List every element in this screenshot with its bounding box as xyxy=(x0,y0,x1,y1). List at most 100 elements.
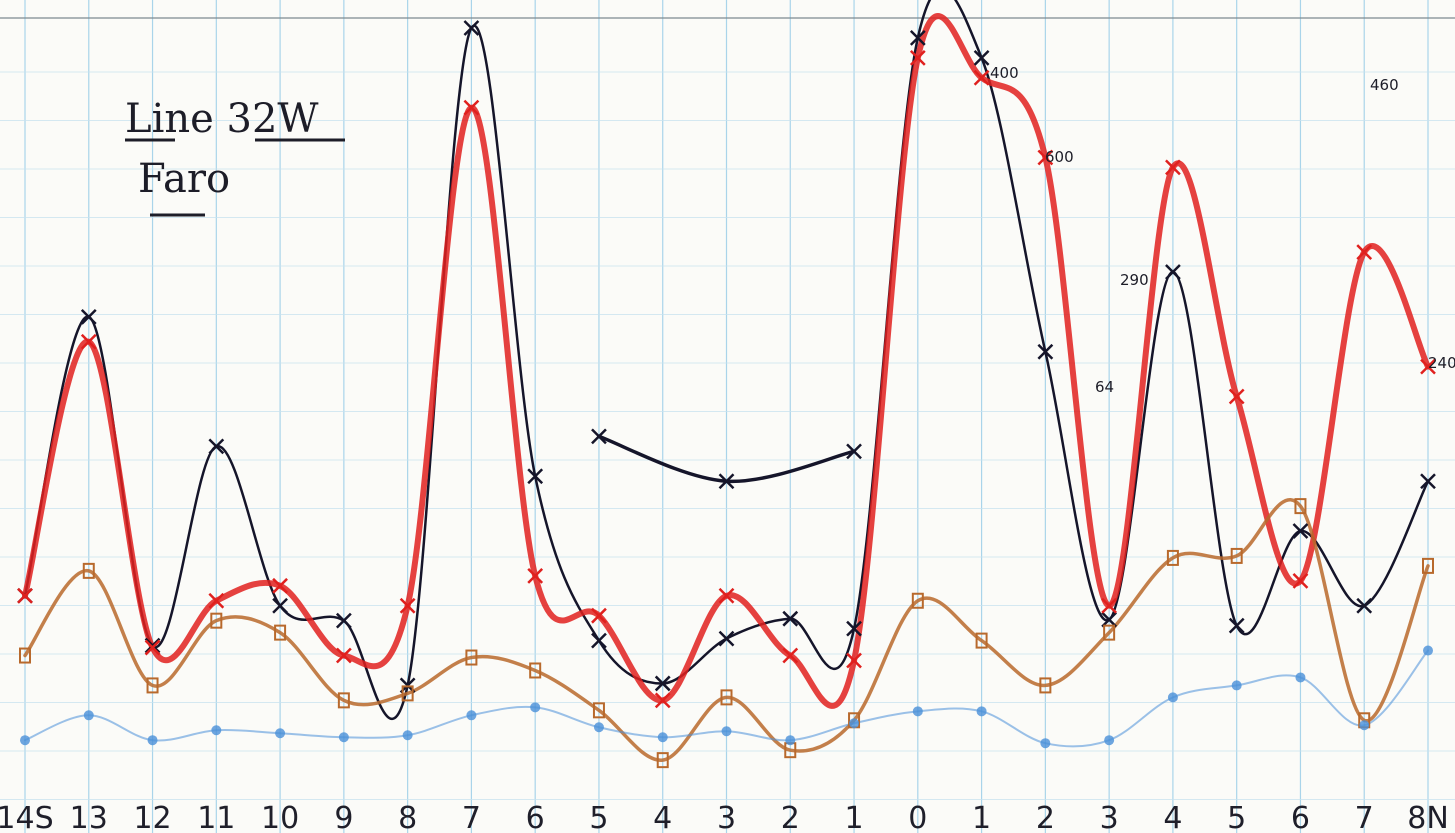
data-point-red xyxy=(208,592,225,609)
data-point-blue xyxy=(1423,645,1433,656)
data-point-black-upper xyxy=(591,428,607,445)
data-point-blue xyxy=(1359,720,1370,731)
data-point-brown xyxy=(1039,677,1052,694)
data-point-brown xyxy=(465,649,478,666)
series-line-blue xyxy=(24,649,1429,748)
data-point-red xyxy=(909,49,926,66)
data-point-blue xyxy=(1231,680,1242,691)
x-tick-label: 6 xyxy=(526,801,545,833)
x-tick-label: 11 xyxy=(197,801,235,833)
data-point-brown xyxy=(146,677,159,694)
data-point-blue xyxy=(849,718,860,729)
data-point-black xyxy=(144,637,161,654)
data-point-black-upper xyxy=(846,443,862,460)
data-point-black xyxy=(782,610,799,627)
data-point-blue xyxy=(1040,738,1051,749)
data-point-red xyxy=(272,577,288,594)
data-point-brown xyxy=(1422,557,1434,574)
data-point-red xyxy=(80,333,97,350)
x-tick-label: 7 xyxy=(462,801,481,833)
x-tick-label: 5 xyxy=(1227,801,1246,833)
x-tick-label: 14S xyxy=(0,801,54,833)
data-point-black xyxy=(909,30,926,46)
x-tick-label: 2 xyxy=(781,801,800,833)
x-tick-label: 7 xyxy=(1355,801,1374,833)
data-point-brown xyxy=(210,612,223,629)
data-point-black xyxy=(272,597,288,614)
data-point-blue xyxy=(976,706,987,717)
data-point-black xyxy=(591,632,607,649)
data-point-blue xyxy=(147,735,158,746)
data-point-black xyxy=(973,49,990,66)
data-point-brown xyxy=(274,624,287,641)
data-point-black xyxy=(335,612,352,629)
data-point-blue xyxy=(1167,692,1178,703)
data-point-blue xyxy=(1104,735,1115,746)
data-point-blue xyxy=(402,730,413,741)
data-point-blue xyxy=(785,735,796,746)
data-point-red xyxy=(1037,149,1054,166)
x-tick-label: 10 xyxy=(261,801,299,833)
data-point-red xyxy=(1356,244,1373,260)
data-point-blue xyxy=(20,735,30,746)
data-point-blue xyxy=(721,726,732,737)
data-point-brown xyxy=(529,662,542,679)
data-point-brown xyxy=(1166,549,1179,566)
x-tick-label: 5 xyxy=(589,801,608,833)
data-point-red xyxy=(463,99,480,116)
annotation-label: 400 xyxy=(990,64,1019,82)
x-tick-label: 1 xyxy=(844,801,863,833)
data-point-red xyxy=(1228,388,1245,405)
data-point-blue xyxy=(338,732,349,743)
data-point-blue xyxy=(657,732,668,743)
annotation-label: 600 xyxy=(1045,148,1074,166)
data-point-red xyxy=(591,607,607,624)
data-point-red xyxy=(17,587,33,604)
data-point-black xyxy=(1101,611,1118,628)
x-tick-label: 13 xyxy=(70,801,108,833)
data-point-brown xyxy=(656,752,669,769)
data-point-red xyxy=(782,647,799,664)
data-point-blue xyxy=(593,722,604,733)
data-point-red xyxy=(1420,358,1436,375)
x-tick-label: 4 xyxy=(1163,801,1182,833)
data-point-black xyxy=(654,675,671,692)
chart-title: Line 32W xyxy=(125,96,319,142)
data-point-black-upper xyxy=(718,473,735,490)
x-tick-label: 8N xyxy=(1407,801,1449,833)
annotation-label: 240 xyxy=(1428,354,1455,372)
series-line-brown xyxy=(23,498,1430,762)
data-point-black xyxy=(80,308,97,325)
data-point-brown xyxy=(975,632,988,649)
data-point-black xyxy=(527,468,544,485)
annotation-label: 64 xyxy=(1095,378,1114,396)
data-point-black xyxy=(1356,597,1373,614)
data-point-black xyxy=(208,438,225,455)
data-point-blue xyxy=(466,710,477,721)
data-point-red xyxy=(973,69,990,86)
data-point-brown xyxy=(19,647,31,664)
x-tick-labels: 14S 13 12 11 10 9 8 7 6 5 4 3 2 1 0 1 2 3 4 5 6 7 8N xyxy=(0,801,1449,833)
x-tick-label: 3 xyxy=(1100,801,1119,833)
data-point-black xyxy=(1292,523,1309,539)
data-point-black xyxy=(463,20,480,36)
data-point-brown xyxy=(1294,498,1307,515)
x-tick-label: 8 xyxy=(398,801,417,833)
x-tick-label: 1 xyxy=(972,801,991,833)
data-point-blue xyxy=(83,710,94,721)
x-tick-label: 4 xyxy=(653,801,672,833)
data-point-black xyxy=(1228,617,1245,634)
annotation-label: 460 xyxy=(1370,76,1399,94)
data-point-red xyxy=(144,639,161,656)
data-point-brown xyxy=(1103,624,1116,641)
data-point-blue xyxy=(912,706,923,717)
data-point-brown xyxy=(82,562,95,579)
x-tick-label: 0 xyxy=(908,801,927,833)
x-tick-label: 12 xyxy=(133,801,171,833)
data-point-red xyxy=(527,567,544,584)
x-tick-label: 3 xyxy=(717,801,736,833)
data-point-brown xyxy=(911,592,924,609)
data-point-blue xyxy=(530,702,541,713)
annotation-label: 290 xyxy=(1120,271,1149,289)
